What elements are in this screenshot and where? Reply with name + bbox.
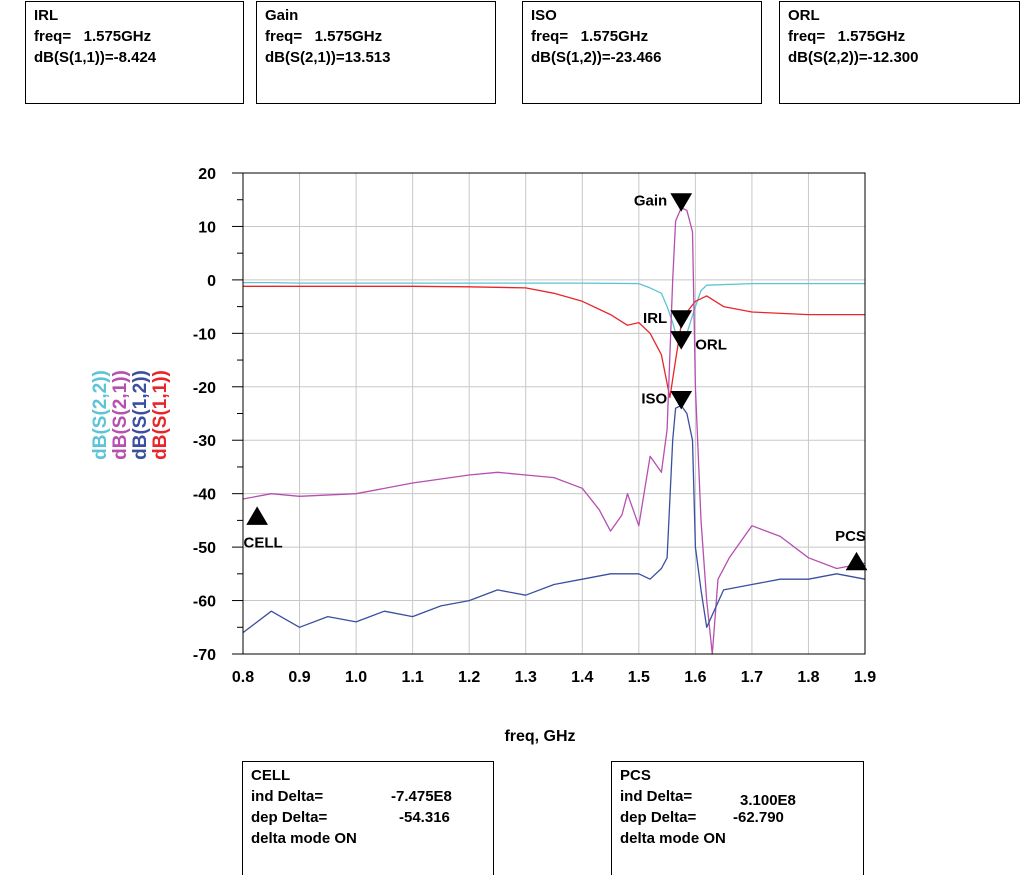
marker-box-title: ORL bbox=[788, 7, 820, 24]
x-tick-label: 1.8 bbox=[797, 669, 819, 686]
marker-cell-triangle bbox=[246, 506, 269, 525]
x-tick-label: 1.5 bbox=[628, 669, 650, 686]
delta-box-title: PCS bbox=[620, 767, 651, 784]
delta-dep-value: -62.790 bbox=[733, 809, 784, 826]
marker-cell-label: CELL bbox=[244, 534, 283, 551]
marker-box-freq: freq= 1.575GHz bbox=[265, 28, 383, 45]
marker-box-irl: IRL freq= 1.575GHz dB(S(1,1))=-8.424 bbox=[25, 1, 244, 104]
marker-box-value: dB(S(1,1))=-8.424 bbox=[34, 49, 157, 66]
delta-ind-value: 3.100E8 bbox=[740, 792, 796, 809]
y-tick-label: -30 bbox=[193, 433, 216, 450]
marker-gain-label: Gain bbox=[634, 193, 667, 210]
grid bbox=[243, 173, 865, 654]
x-tick-label: 1.0 bbox=[345, 669, 367, 686]
x-tick-label: 1.1 bbox=[402, 669, 424, 686]
y-label-s12: dB(S(1,2)) bbox=[130, 370, 151, 460]
y-tick-label: -10 bbox=[193, 326, 216, 343]
s-parameter-chart: Gain IRL ORL ISO CELL PCS 0.8 0.9 1.0 1.1 1.2 1.3 1… bbox=[90, 166, 876, 745]
delta-box-cell: CELL ind Delta= -7.475E8 dep Delta= -54.… bbox=[242, 761, 494, 875]
y-tick-label: -50 bbox=[193, 540, 216, 557]
axes: 0.8 0.9 1.0 1.1 1.2 1.3 1.4 1.5 1.6 1.7 1.8 1.9 20 10… bbox=[193, 166, 876, 686]
marker-orl-triangle bbox=[670, 331, 693, 350]
marker-pcs-label: PCS bbox=[835, 528, 866, 545]
marker-box-title: ISO bbox=[531, 7, 557, 24]
x-tick-label: 1.3 bbox=[515, 669, 537, 686]
delta-ind-label: ind Delta= bbox=[620, 788, 693, 805]
marker-box-gain: Gain freq= 1.575GHz dB(S(2,1))=13.513 bbox=[256, 1, 496, 104]
marker-box-orl: ORL freq= 1.575GHz dB(S(2,2))=-12.300 bbox=[779, 1, 1020, 104]
x-tick-label: 1.4 bbox=[571, 669, 593, 686]
x-tick-label: 0.9 bbox=[288, 669, 310, 686]
y-tick-label: -20 bbox=[193, 380, 216, 397]
marker-box-freq: freq= 1.575GHz bbox=[34, 28, 152, 45]
marker-box-value: dB(S(2,2))=-12.300 bbox=[788, 49, 919, 66]
marker-box-freq: freq= 1.575GHz bbox=[531, 28, 649, 45]
x-tick-label: 1.9 bbox=[854, 669, 876, 686]
marker-pcs-triangle bbox=[845, 551, 868, 571]
marker-irl-label: IRL bbox=[643, 310, 667, 327]
markers: Gain IRL ORL ISO CELL PCS bbox=[244, 193, 868, 571]
y-tick-label: -40 bbox=[193, 487, 216, 504]
delta-dep-value: -54.316 bbox=[399, 809, 450, 826]
marker-gain-triangle bbox=[670, 193, 693, 212]
y-tick-label: 20 bbox=[198, 166, 216, 183]
y-tick-label: -70 bbox=[193, 647, 216, 664]
series-db-s-1-2-line bbox=[242, 404, 866, 634]
marker-box-value: dB(S(2,1))=13.513 bbox=[265, 49, 391, 66]
x-tick-label: 1.7 bbox=[741, 669, 763, 686]
delta-box-pcs: PCS ind Delta= 3.100E8 dep Delta= -62.79… bbox=[611, 761, 864, 875]
plot-frame bbox=[242, 172, 866, 655]
series-db-s-2-1-line bbox=[242, 207, 866, 655]
y-label-s22: dB(S(2,2)) bbox=[90, 370, 111, 460]
marker-box-title: IRL bbox=[34, 7, 59, 24]
y-tick-label: 0 bbox=[207, 273, 216, 290]
series-db-s-2-2-line bbox=[243, 281, 865, 347]
marker-irl-triangle bbox=[670, 310, 693, 329]
delta-ind-value: -7.475E8 bbox=[391, 788, 452, 805]
marker-box-title: Gain bbox=[265, 7, 299, 24]
y-label-s11: dB(S(1,1)) bbox=[150, 370, 171, 460]
y-label-s21: dB(S(2,1)) bbox=[110, 370, 131, 460]
delta-mode: delta mode ON bbox=[620, 830, 726, 847]
series-lines bbox=[242, 207, 866, 655]
series-db-s-1-1-line bbox=[243, 285, 865, 399]
marker-orl-label: ORL bbox=[695, 337, 727, 354]
x-axis-label: freq, GHz bbox=[504, 728, 575, 745]
delta-ind-label: ind Delta= bbox=[251, 788, 324, 805]
delta-mode: delta mode ON bbox=[251, 830, 357, 847]
delta-dep-label: dep Delta= bbox=[251, 809, 328, 826]
x-tick-label: 1.6 bbox=[684, 669, 706, 686]
marker-box-iso: ISO freq= 1.575GHz dB(S(1,2))=-23.466 bbox=[522, 1, 762, 104]
y-axis-labels: dB(S(2,2)) dB(S(2,1)) dB(S(1,2)) dB(S(1,… bbox=[90, 370, 171, 460]
x-tick-label: 1.2 bbox=[458, 669, 480, 686]
marker-iso-triangle bbox=[670, 390, 693, 410]
delta-box-title: CELL bbox=[251, 767, 291, 784]
marker-box-value: dB(S(1,2))=-23.466 bbox=[531, 49, 662, 66]
marker-iso-label: ISO bbox=[641, 390, 667, 407]
marker-box-freq: freq= 1.575GHz bbox=[788, 28, 906, 45]
y-tick-label: -60 bbox=[193, 594, 216, 611]
delta-dep-label: dep Delta= bbox=[620, 809, 697, 826]
y-tick-label: 10 bbox=[198, 219, 216, 236]
x-tick-label: 0.8 bbox=[232, 669, 254, 686]
